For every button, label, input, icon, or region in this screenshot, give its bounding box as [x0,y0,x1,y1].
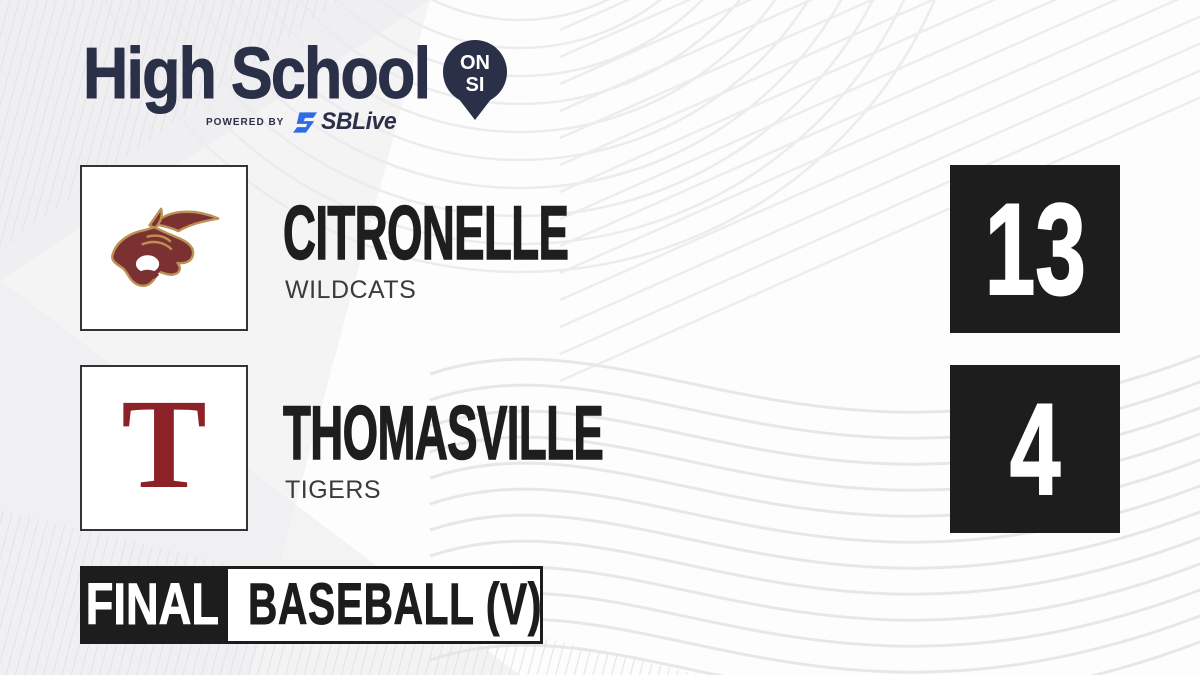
letter-t-logo: T [121,373,207,515]
team-name-citronelle: CITRONELLE [283,191,570,276]
sblive-logo: SBLive [293,108,399,136]
pin-badge-line1: ON [460,52,490,74]
team-mascot-citronelle: WILDCATS [285,276,417,304]
event-badge: BASEBALL (V) [225,566,543,644]
team-mascot-thomasville: TIGERS [285,476,382,504]
event-label: BASEBALL (V) [248,572,543,637]
score-citronelle: 13 [984,176,1087,322]
score-box-thomasville: 4 [950,365,1120,533]
score-box-citronelle: 13 [950,165,1120,333]
team-logo-box-citronelle [80,165,248,331]
pin-badge-line2: SI [466,74,485,96]
final-status-label: FINAL [85,572,220,637]
powered-by-label: POWERED BY [206,116,285,128]
team-logo-box-thomasville: T [80,365,248,531]
wildcat-logo-icon [111,207,220,287]
score-thomasville: 4 [1009,376,1061,522]
sblive-bolt-icon [293,111,318,133]
team-name-thomasville: THOMASVILLE [283,391,605,476]
brand-title: High School [83,34,432,115]
sblive-wordmark: SBLive [321,108,397,135]
powered-by-row: POWERED BY SBLive [206,108,400,136]
final-status-badge: FINAL [80,566,225,644]
onsi-pin-icon: ON SI [443,40,507,120]
